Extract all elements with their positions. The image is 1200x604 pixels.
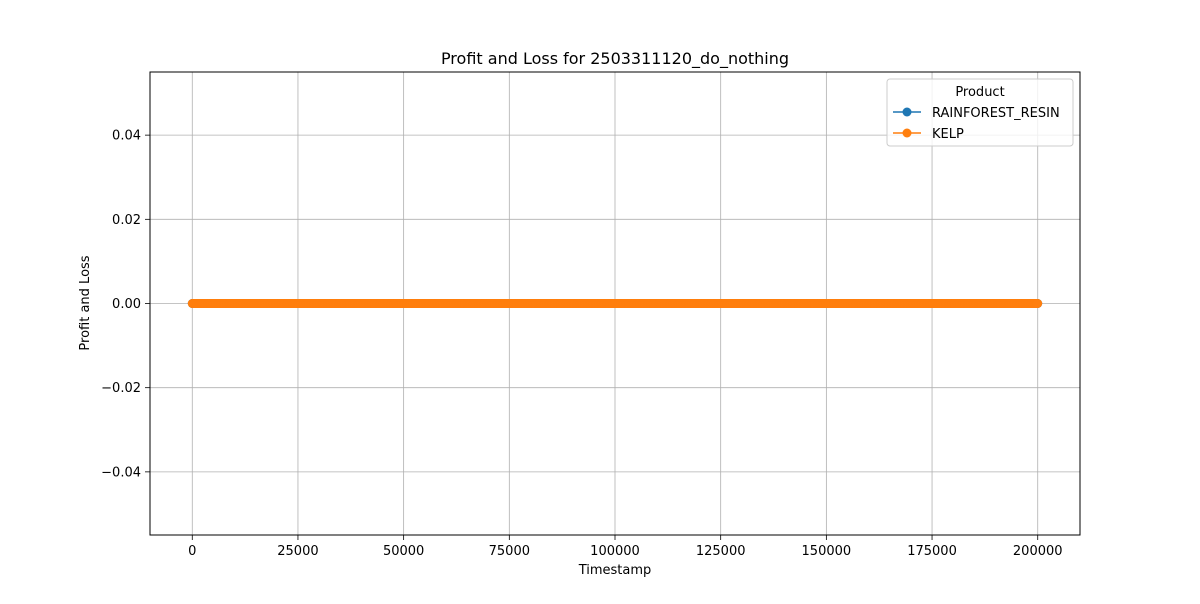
y-tick-label: −0.04	[101, 465, 141, 480]
x-tick-label: 25000	[277, 544, 318, 559]
legend-item-kelp: KELP	[893, 127, 964, 142]
x-axis-ticks: 0 25000 50000 75000 100000 125000 150000 175000…	[188, 535, 1063, 559]
x-tick-label: 100000	[590, 544, 640, 559]
x-tick-label: 175000	[907, 544, 957, 559]
legend-item-rainforest-resin: RAINFOREST_RESIN	[893, 106, 1060, 121]
legend-label-kelp: KELP	[932, 127, 964, 142]
legend: Product RAINFOREST_RESIN KELP	[886, 78, 1074, 147]
legend-box	[886, 78, 1074, 147]
y-tick-label: −0.02	[101, 381, 141, 396]
y-axis-ticks: 0.04 0.02 0.00 −0.02 −0.04	[101, 129, 150, 480]
x-tick-label: 200000	[1013, 544, 1063, 559]
x-tick-label: 0	[188, 544, 196, 559]
x-axis-label: Timestamp	[578, 563, 652, 578]
y-axis-label: Profit and Loss	[78, 255, 93, 350]
legend-label-rainforest-resin: RAINFOREST_RESIN	[932, 106, 1060, 121]
legend-marker-kelp	[902, 128, 912, 138]
x-tick-label: 125000	[696, 544, 746, 559]
y-tick-label: 0.04	[112, 129, 141, 144]
y-tick-label: 0.02	[112, 213, 141, 228]
x-tick-label: 75000	[489, 544, 530, 559]
series-layer	[187, 299, 1043, 308]
series-kelp	[187, 299, 1043, 308]
legend-marker-rainforest-resin	[902, 107, 912, 117]
x-tick-label: 50000	[383, 544, 424, 559]
chart-title: Profit and Loss for 2503311120_do_nothin…	[441, 49, 789, 69]
data-point	[1033, 299, 1043, 308]
series-markers-kelp	[187, 299, 1043, 308]
y-tick-label: 0.00	[112, 297, 141, 312]
x-tick-label: 150000	[802, 544, 852, 559]
legend-title: Product	[955, 85, 1004, 100]
